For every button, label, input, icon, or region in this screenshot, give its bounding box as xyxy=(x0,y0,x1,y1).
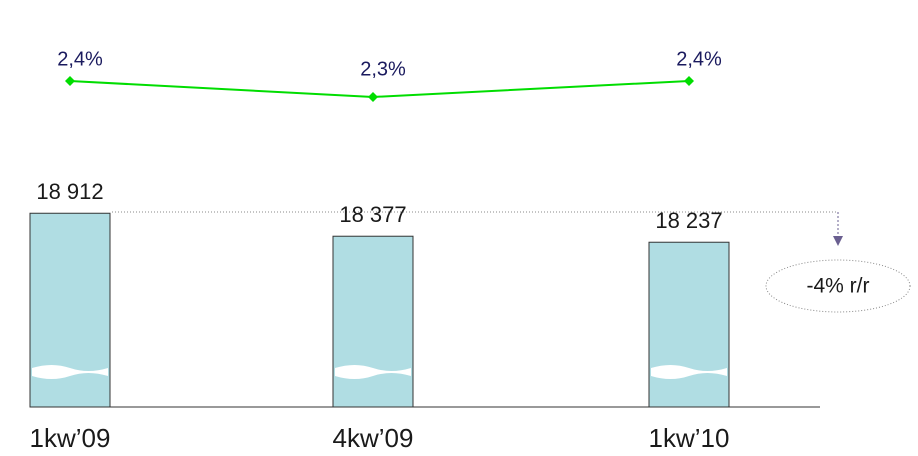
value-label: 2,4% xyxy=(676,48,722,70)
marker xyxy=(684,76,694,86)
annotation-ellipse xyxy=(765,259,911,313)
bar xyxy=(332,235,414,408)
bar xyxy=(648,241,730,408)
line xyxy=(69,80,690,99)
value-label: 2,4% xyxy=(57,48,103,70)
annotation: -4% r/r xyxy=(807,275,870,298)
arrow-head xyxy=(833,236,843,246)
value-label: 18 912 xyxy=(36,179,103,204)
marker xyxy=(368,92,378,102)
axis-break xyxy=(32,365,108,379)
marker xyxy=(65,76,75,86)
value-label: 18 377 xyxy=(339,202,406,227)
value-label: 18 237 xyxy=(655,208,722,233)
value-label: 2,3% xyxy=(360,58,406,80)
x-tick-label: 4kw’09 xyxy=(333,423,414,453)
axis-break xyxy=(335,365,411,379)
axis-break xyxy=(651,365,727,379)
x-tick-label: 1kw’09 xyxy=(30,423,111,453)
x-tick-label: 1kw’10 xyxy=(649,423,730,453)
